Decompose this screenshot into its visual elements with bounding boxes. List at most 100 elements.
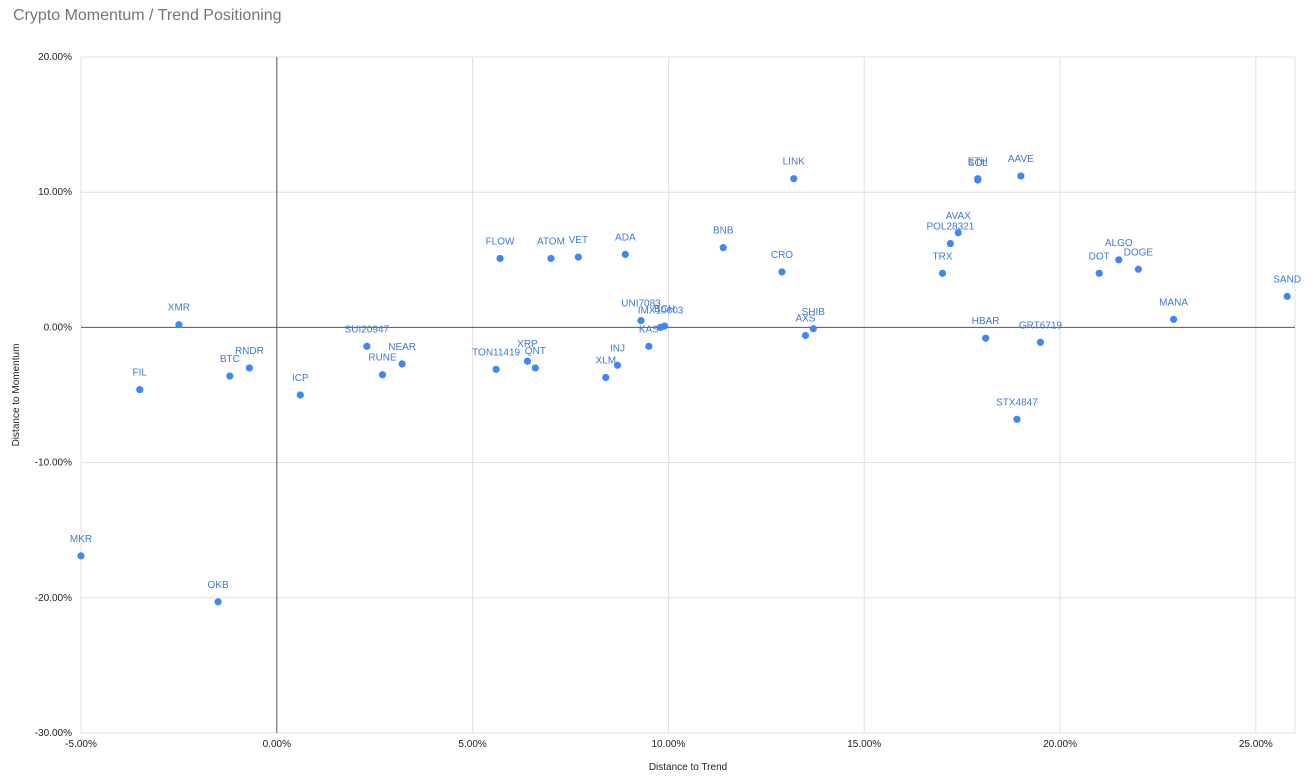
- data-point-atom[interactable]: [547, 254, 555, 263]
- point-label-rndr: RNDR: [235, 346, 264, 357]
- point-label-imx10603: IMX10603: [638, 305, 684, 316]
- point-label-btc: BTC: [220, 354, 240, 365]
- data-point-cro[interactable]: [778, 268, 786, 276]
- point-label-sol: SOL: [968, 158, 988, 169]
- data-point-rune[interactable]: [378, 371, 387, 379]
- data-point-trx[interactable]: [938, 269, 947, 277]
- x-axis-title: Distance to Trend: [649, 762, 727, 773]
- chart-title: Crypto Momentum / Trend Positioning: [13, 7, 282, 24]
- data-point-algo[interactable]: [1115, 256, 1123, 264]
- data-point-eth[interactable]: [974, 175, 982, 183]
- point-label-grt6719: GRT6719: [1019, 320, 1063, 331]
- data-point-aave[interactable]: [1017, 172, 1025, 180]
- data-point-hbar[interactable]: [982, 334, 990, 342]
- zero-axes: [81, 57, 1295, 733]
- data-point-icp[interactable]: [296, 391, 304, 399]
- y-tick-label: 0.00%: [44, 322, 72, 333]
- data-point-xrp[interactable]: [523, 357, 532, 365]
- point-label-sui20947: SUI20947: [345, 324, 390, 335]
- point-label-uni7083: UNI7083: [621, 299, 661, 310]
- data-point-kas[interactable]: [645, 342, 653, 350]
- point-label-dot: DOT: [1089, 251, 1110, 262]
- y-tick-label: -10.00%: [35, 458, 72, 469]
- point-label-link: LINK: [783, 157, 806, 168]
- x-tick-label: 25.00%: [1239, 739, 1273, 750]
- data-point-bnb[interactable]: [719, 244, 727, 252]
- data-point-mana[interactable]: [1170, 315, 1178, 323]
- data-point-avax[interactable]: [954, 229, 962, 237]
- point-label-vet: VET: [569, 235, 588, 246]
- tick-labels: -5.00% 0.00% 5.00% 10.00% 15.00% 20.00% 25.00%…: [35, 52, 1273, 750]
- point-label-kas: KAS: [639, 324, 659, 335]
- point-label-doge: DOGE: [1124, 247, 1154, 258]
- point-label-atom: ATOM: [537, 236, 565, 247]
- data-point-vet[interactable]: [574, 253, 582, 261]
- data-points: [77, 172, 1291, 606]
- x-tick-label: -5.00%: [65, 739, 97, 750]
- point-label-flow: FLOW: [486, 236, 515, 247]
- data-point-sand[interactable]: [1283, 292, 1291, 300]
- grid-lines: [80, 56, 1296, 734]
- point-label-mkr: MKR: [70, 534, 92, 545]
- point-label-xmr: XMR: [168, 303, 190, 314]
- point-label-trx: TRX: [933, 251, 953, 262]
- data-point-okb[interactable]: [214, 598, 222, 606]
- point-label-cro: CRO: [771, 250, 793, 261]
- point-label-ada: ADA: [615, 232, 636, 243]
- x-tick-label: 20.00%: [1043, 739, 1077, 750]
- data-point-doge[interactable]: [1134, 265, 1142, 273]
- x-tick-label: 0.00%: [263, 739, 291, 750]
- point-label-eth: ETH: [968, 157, 988, 168]
- data-point-flow[interactable]: [496, 254, 504, 263]
- y-axis-title: Distance to Momentum: [11, 344, 22, 447]
- point-label-axs: AXS: [795, 314, 815, 325]
- point-label-aave: AAVE: [1008, 154, 1034, 165]
- point-label-ton11419: TON11419: [472, 347, 520, 358]
- point-label-bch: BCH: [654, 304, 675, 315]
- x-tick-label: 10.00%: [651, 739, 685, 750]
- point-label-hbar: HBAR: [972, 316, 1000, 327]
- point-label-inj: INJ: [610, 343, 625, 354]
- point-label-bnb: BNB: [713, 226, 734, 237]
- data-point-grt6719[interactable]: [1036, 338, 1045, 346]
- x-tick-label: 5.00%: [458, 739, 486, 750]
- data-point-uni7083[interactable]: [637, 317, 645, 325]
- data-point-xmr[interactable]: [175, 321, 183, 329]
- point-label-okb: OKB: [208, 580, 229, 591]
- point-label-sand: SAND: [1273, 274, 1301, 285]
- point-label-stx4847: STX4847: [996, 397, 1038, 408]
- point-label-avax: AVAX: [946, 211, 972, 222]
- data-point-sui20947[interactable]: [363, 342, 371, 350]
- y-tick-label: 20.00%: [38, 52, 72, 63]
- point-label-near: NEAR: [388, 342, 416, 353]
- data-point-mkr[interactable]: [77, 552, 85, 560]
- data-point-bch[interactable]: [660, 322, 669, 330]
- data-point-rndr[interactable]: [245, 364, 253, 372]
- data-point-xlm[interactable]: [602, 373, 610, 382]
- x-tick-label: 15.00%: [847, 739, 881, 750]
- data-point-inj[interactable]: [613, 361, 622, 369]
- point-label-shib: SHIB: [802, 307, 826, 318]
- data-point-dot[interactable]: [1095, 269, 1103, 277]
- data-point-stx4847[interactable]: [1013, 415, 1021, 423]
- data-point-qnt[interactable]: [531, 364, 539, 372]
- point-label-fil: FIL: [133, 368, 148, 379]
- data-point-ada[interactable]: [621, 250, 629, 258]
- point-label-icp: ICP: [292, 373, 309, 384]
- data-point-pol28321[interactable]: [946, 239, 954, 248]
- data-point-fil[interactable]: [136, 385, 144, 394]
- point-label-rune: RUNE: [368, 353, 397, 364]
- data-point-link[interactable]: [790, 175, 798, 183]
- data-point-btc[interactable]: [226, 372, 234, 380]
- data-point-shib[interactable]: [809, 325, 817, 333]
- point-label-xlm: XLM: [595, 355, 616, 366]
- point-label-xrp: XRP: [517, 339, 538, 350]
- data-point-near[interactable]: [398, 360, 406, 368]
- data-point-ton11419[interactable]: [492, 365, 500, 373]
- y-tick-label: 10.00%: [38, 187, 72, 198]
- point-label-pol28321: POL28321: [926, 222, 974, 233]
- data-point-axs[interactable]: [801, 331, 810, 340]
- point-label-algo: ALGO: [1105, 238, 1133, 249]
